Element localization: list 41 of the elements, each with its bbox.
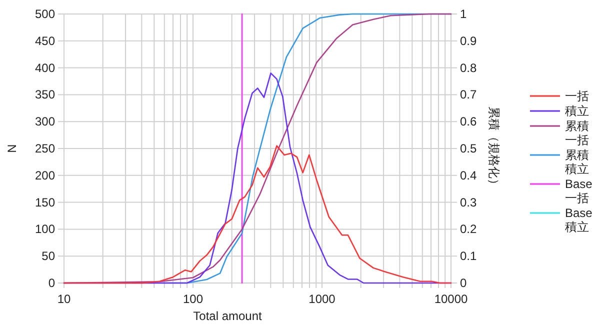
x-tick-label: 100	[182, 292, 204, 306]
legend-item: 積立	[530, 104, 589, 118]
y-tick-label: 150	[34, 195, 56, 210]
x-tick-label: 1000	[308, 292, 336, 306]
legend-item: Base積立	[530, 206, 592, 234]
y-tick-label: 300	[34, 114, 56, 129]
x-axis-title: Total amount	[193, 309, 263, 323]
y-tick-label: 350	[34, 88, 56, 102]
legend-label: 累積積立	[565, 148, 589, 176]
x-tick-label: 10000	[434, 292, 468, 306]
y-tick-label: 450	[34, 34, 56, 48]
legend-item: 一括	[530, 89, 589, 103]
y-tick-label: 500	[34, 7, 56, 21]
y2-tick-label: 0.7	[460, 88, 478, 102]
y2-tick-label: 0.6	[460, 114, 478, 129]
y-tick-label: 0	[48, 276, 56, 290]
y2-axis-title: 累積（規格化）	[487, 106, 501, 190]
y-axis-title: N	[5, 144, 19, 153]
y-tick-label: 50	[42, 249, 56, 264]
y2-tick-label: 0.3	[460, 195, 478, 210]
y2-tick-label: 0.2	[460, 222, 478, 236]
y2-tick-label: 0.9	[460, 34, 478, 48]
y-tick-label: 400	[34, 60, 56, 75]
legend-label: 一括	[565, 89, 589, 103]
y2-tick-label: 0.8	[460, 60, 478, 75]
legend-item: Base一括	[530, 177, 592, 205]
legend-label: 積立	[565, 104, 589, 118]
y-tick-label: 200	[34, 168, 56, 182]
y-tick-label: 100	[34, 222, 56, 236]
x-tick-label: 10	[57, 292, 71, 306]
legend-item: 累積積立	[530, 148, 589, 176]
y2-tick-label: 0	[460, 276, 467, 290]
legend-item: 累積一括	[530, 119, 589, 147]
y-tick-label: 250	[34, 142, 56, 156]
legend-label: Base一括	[565, 177, 593, 205]
y2-tick-label: 0.4	[460, 168, 478, 182]
legend-label: Base積立	[565, 206, 593, 234]
y2-tick-label: 0.1	[460, 249, 478, 264]
legend-label: 累積一括	[565, 119, 589, 147]
y2-tick-label: 1	[460, 7, 467, 21]
y2-tick-label: 0.5	[460, 142, 478, 156]
